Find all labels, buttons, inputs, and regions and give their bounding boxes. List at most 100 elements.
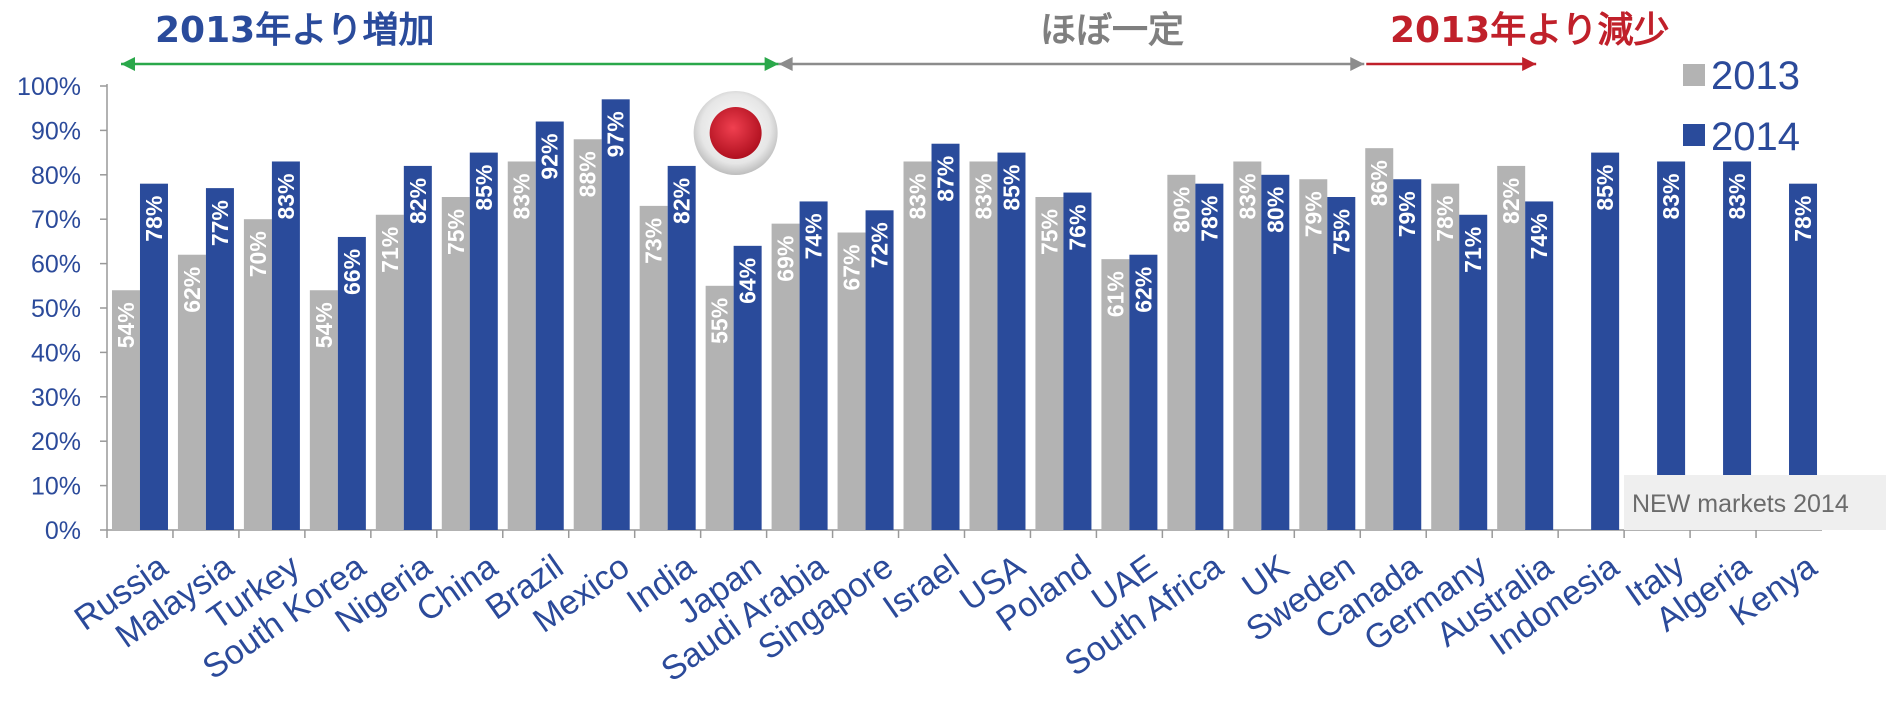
bar-2013 <box>771 223 800 530</box>
data-label-2014: 82% <box>669 178 695 224</box>
data-label-2013: 83% <box>905 173 931 219</box>
bar-2014 <box>1393 179 1422 531</box>
bar-2013 <box>903 161 932 531</box>
arrow-head-left <box>778 57 793 71</box>
data-label-2013: 69% <box>773 236 799 282</box>
y-tick-label: 0% <box>45 517 81 545</box>
legend-label-2014: 2014 <box>1711 115 1800 159</box>
data-label-2014: 66% <box>339 249 365 295</box>
bar-2014 <box>1657 161 1686 531</box>
data-label-2013: 79% <box>1300 191 1326 237</box>
bar-2014 <box>601 99 630 530</box>
legend-label-2013: 2013 <box>1711 54 1800 98</box>
bar-2014 <box>1789 183 1818 530</box>
bar-2014 <box>139 183 168 530</box>
new-markets-box <box>1624 475 1886 530</box>
bar-2014 <box>1591 152 1620 530</box>
bar-2013 <box>177 254 206 530</box>
bar-2013 <box>1299 179 1328 531</box>
data-label-2014: 85% <box>471 165 497 211</box>
bar-2014 <box>1261 174 1290 531</box>
annotation-label: 2013年より増加 <box>155 10 434 51</box>
data-label-2014: 97% <box>603 111 629 157</box>
data-label-2014: 72% <box>867 222 893 268</box>
data-label-2014: 80% <box>1262 187 1288 233</box>
y-tick-label: 20% <box>31 428 81 456</box>
data-label-2013: 75% <box>1036 209 1062 255</box>
arrow-head-left <box>121 57 135 71</box>
bar-2014 <box>799 201 828 530</box>
data-label-2013: 82% <box>1498 178 1524 224</box>
y-tick-label: 70% <box>31 206 81 234</box>
bar-2014 <box>1327 197 1356 530</box>
data-label-2013: 61% <box>1102 271 1128 317</box>
bar-2014 <box>469 152 498 530</box>
bar-2013 <box>1431 183 1460 530</box>
data-label-2014: 64% <box>735 258 761 304</box>
data-label-2013: 83% <box>1234 173 1260 219</box>
data-label-2013: 55% <box>707 298 733 344</box>
data-label-2014: 75% <box>1328 209 1354 255</box>
data-label-2014: 78% <box>141 196 167 242</box>
legend-swatch-2014 <box>1683 124 1705 146</box>
y-tick-label: 80% <box>31 162 81 190</box>
bar-2013 <box>1233 161 1262 531</box>
y-tick-label: 60% <box>31 251 81 279</box>
annotation-label: 2013年より減少 <box>1390 10 1669 51</box>
data-label-2014: 71% <box>1460 227 1486 273</box>
annotation-label: ほぼ一定 <box>1040 10 1184 51</box>
bar-2013 <box>705 285 734 530</box>
bar-2014 <box>1129 254 1158 530</box>
arrow-head-right <box>1350 57 1365 71</box>
arrow-head-right <box>1522 57 1537 71</box>
bar-2013 <box>969 161 998 531</box>
data-label-2013: 83% <box>509 173 535 219</box>
y-tick-label: 90% <box>31 117 81 145</box>
legend-swatch-2013 <box>1683 64 1705 86</box>
data-label-2013: 80% <box>1168 187 1194 233</box>
bar-2013 <box>573 139 602 530</box>
bar-2014 <box>1525 201 1554 530</box>
data-label-2014: 74% <box>1526 213 1552 259</box>
bar-2013 <box>1365 148 1394 530</box>
bar-2014 <box>1459 214 1488 530</box>
bar-2014 <box>931 143 960 530</box>
bar-2014 <box>337 236 366 530</box>
bar-2014 <box>733 245 762 530</box>
y-tick-label: 10% <box>31 473 81 501</box>
bar-2014 <box>1723 161 1752 531</box>
bar-2014 <box>1195 183 1224 530</box>
data-label-2014: 85% <box>1592 165 1618 211</box>
data-label-2014: 83% <box>1658 173 1684 219</box>
data-label-2013: 71% <box>377 227 403 273</box>
bar-2014 <box>865 210 894 530</box>
bar-2013 <box>309 290 338 530</box>
bar-2013 <box>441 197 470 530</box>
data-label-2014: 79% <box>1394 191 1420 237</box>
bar-2014 <box>667 165 696 531</box>
data-label-2014: 78% <box>1196 196 1222 242</box>
data-label-2013: 86% <box>1366 160 1392 206</box>
data-label-2013: 78% <box>1432 196 1458 242</box>
data-label-2014: 83% <box>273 173 299 219</box>
bar-2013 <box>111 290 140 530</box>
bar-2013 <box>1035 197 1064 530</box>
arrow-head-right <box>764 57 779 71</box>
data-label-2013: 62% <box>179 267 205 313</box>
data-label-2014: 87% <box>933 156 959 202</box>
bar-2013 <box>1497 165 1526 531</box>
data-label-2013: 83% <box>970 173 996 219</box>
y-tick-label: 40% <box>31 339 81 367</box>
data-label-2014: 74% <box>801 213 827 259</box>
data-label-2014: 85% <box>998 165 1024 211</box>
data-label-2013: 67% <box>839 245 865 291</box>
bar-2013 <box>375 214 404 530</box>
data-label-2013: 70% <box>245 231 271 277</box>
data-label-2013: 54% <box>113 302 139 348</box>
bar-2014 <box>205 188 234 530</box>
bar-2013 <box>837 232 866 530</box>
bar-2014 <box>1063 192 1092 530</box>
data-label-2014: 76% <box>1064 205 1090 251</box>
data-label-2013: 54% <box>311 302 337 348</box>
